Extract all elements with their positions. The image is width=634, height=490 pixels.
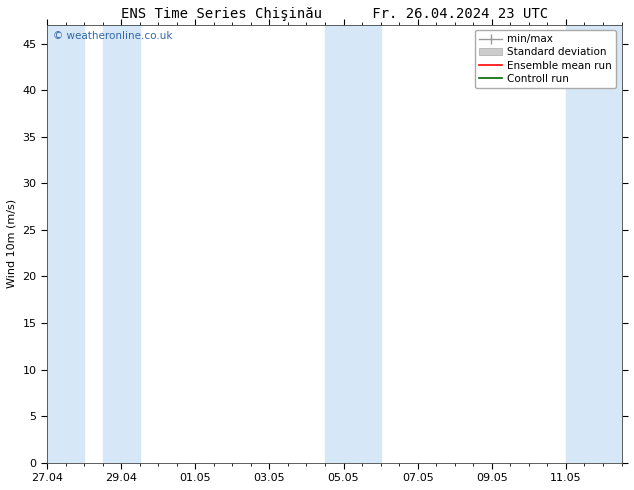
Bar: [566, 25, 593, 463]
Bar: [103, 25, 139, 463]
Legend: min/max, Standard deviation, Ensemble mean run, Controll run: min/max, Standard deviation, Ensemble me…: [475, 30, 616, 88]
Title: ENS Time Series Chişinău      Fr. 26.04.2024 23 UTC: ENS Time Series Chişinău Fr. 26.04.2024 …: [120, 7, 548, 21]
Bar: [593, 25, 621, 463]
Text: © weatheronline.co.uk: © weatheronline.co.uk: [53, 31, 172, 42]
Bar: [362, 25, 380, 463]
Bar: [325, 25, 362, 463]
Bar: [47, 25, 84, 463]
Y-axis label: Wind 10m (m/s): Wind 10m (m/s): [7, 199, 17, 288]
